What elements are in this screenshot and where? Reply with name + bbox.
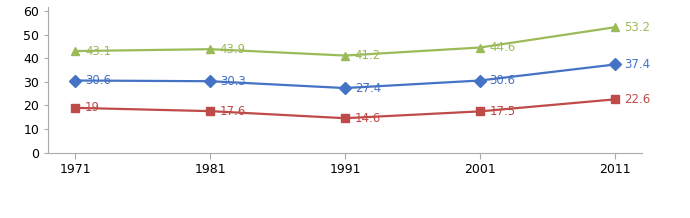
Text: 30.3: 30.3 (220, 75, 246, 88)
Female (611, 26, 619, 29)
Line: Male: Male (71, 95, 619, 122)
Text: 30.6: 30.6 (85, 74, 111, 87)
Text: 30.6: 30.6 (490, 74, 515, 87)
Total (206, 80, 215, 83)
Text: 17.6: 17.6 (220, 105, 246, 118)
Male (206, 110, 215, 112)
Text: 53.2: 53.2 (624, 21, 651, 34)
Text: 19: 19 (85, 101, 100, 114)
Total (341, 87, 349, 89)
Total (475, 79, 484, 82)
Line: Female: Female (71, 23, 619, 60)
Female (341, 54, 349, 57)
Female (206, 48, 215, 51)
Text: 41.2: 41.2 (355, 49, 381, 62)
Male (341, 117, 349, 119)
Male (611, 98, 619, 101)
Text: 22.6: 22.6 (624, 93, 651, 106)
Total (611, 63, 619, 66)
Text: 14.6: 14.6 (355, 112, 381, 125)
Text: 44.6: 44.6 (490, 41, 516, 54)
Total (71, 79, 79, 82)
Text: 17.5: 17.5 (490, 105, 515, 118)
Line: Total: Total (71, 60, 619, 92)
Male (475, 110, 484, 113)
Male (71, 107, 79, 109)
Text: 43.9: 43.9 (220, 43, 246, 56)
Text: 43.1: 43.1 (85, 44, 111, 58)
Text: 37.4: 37.4 (624, 58, 651, 71)
Legend: Total, Male, Female: Total, Male, Female (217, 214, 473, 218)
Female (475, 46, 484, 49)
Female (71, 50, 79, 52)
Text: 27.4: 27.4 (355, 82, 381, 95)
